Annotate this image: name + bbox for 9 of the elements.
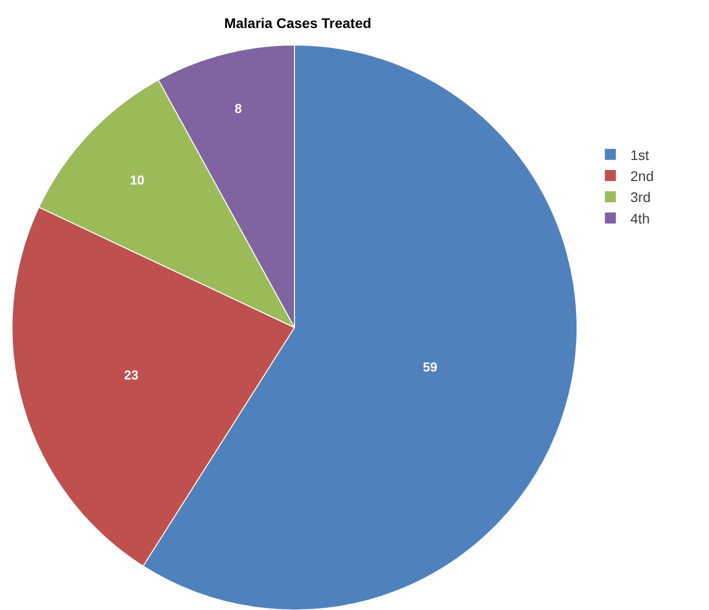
legend-label: 2nd xyxy=(630,168,654,184)
legend-label: 1st xyxy=(630,146,650,163)
data-label: 10 xyxy=(130,172,144,188)
data-label: 23 xyxy=(124,367,138,382)
chart-title: Malaria Cases Treated xyxy=(224,15,372,32)
legend-label: 3rd xyxy=(630,189,651,206)
data-label: 59 xyxy=(422,359,438,374)
data-label: 8 xyxy=(234,100,242,116)
legend-label: 4th xyxy=(630,210,650,226)
